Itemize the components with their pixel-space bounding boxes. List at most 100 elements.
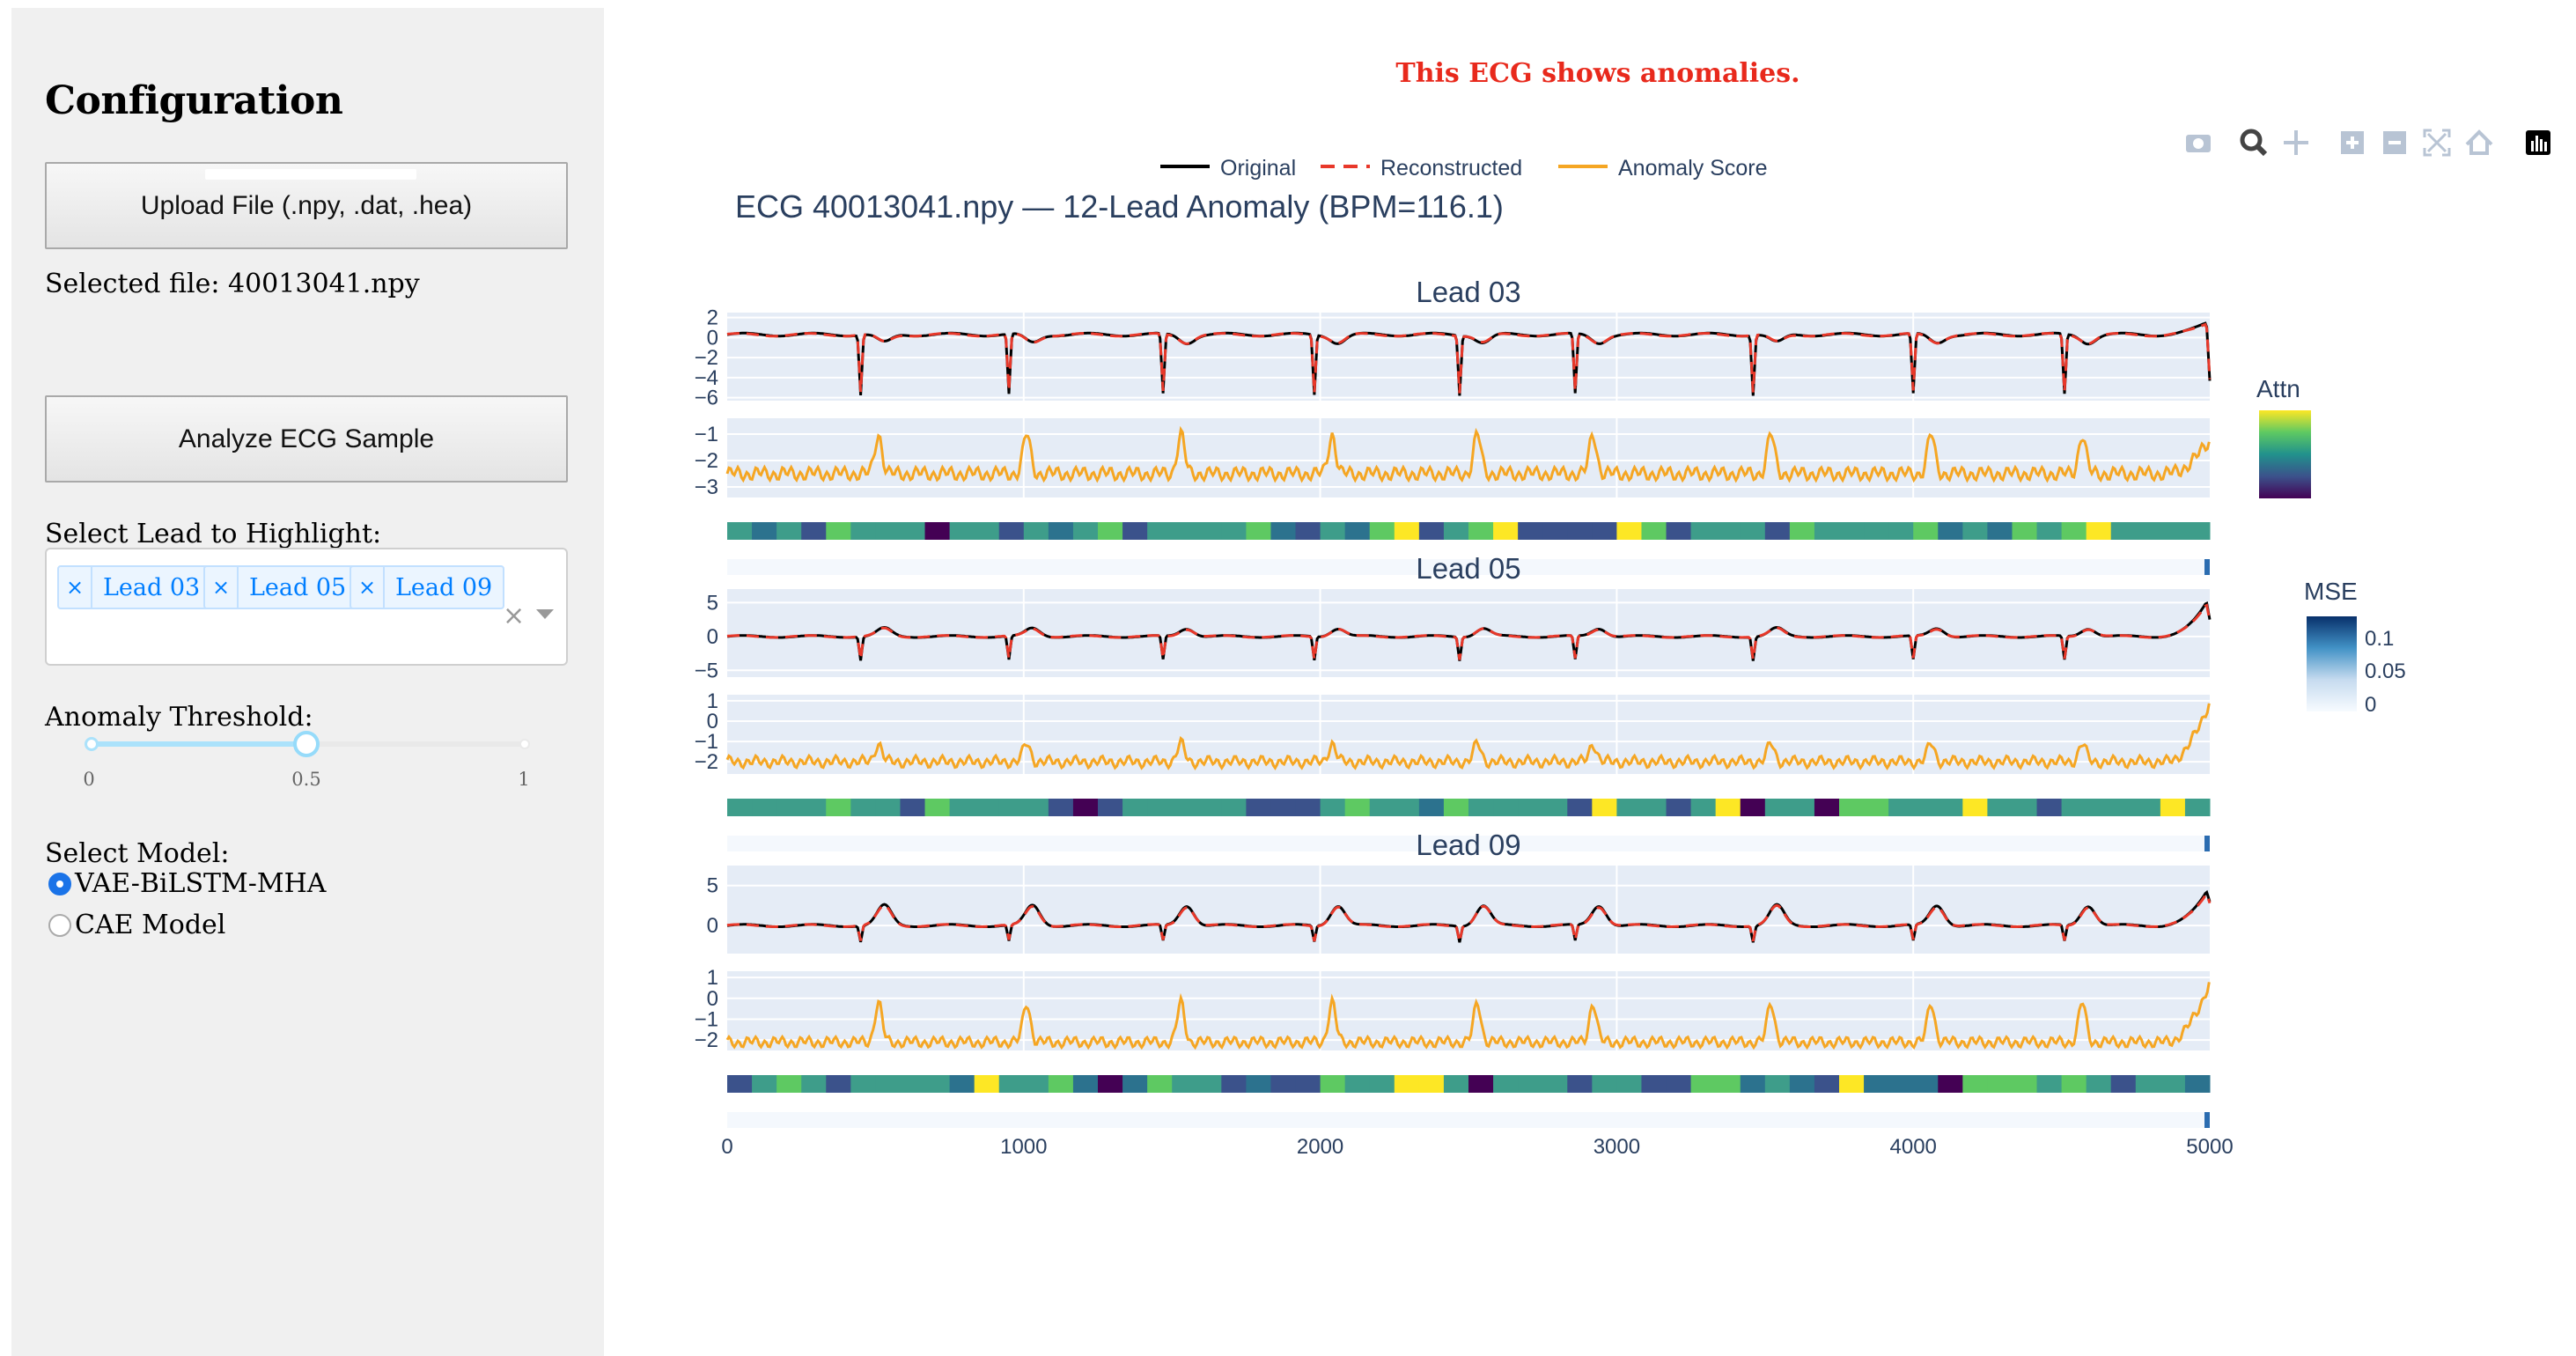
attention-heatmap-cell bbox=[1888, 1075, 1914, 1093]
attention-heatmap-cell bbox=[1789, 1075, 1815, 1093]
attention-heatmap-cell bbox=[1913, 522, 1939, 540]
lead-title: Lead 09 bbox=[1416, 829, 1520, 861]
attention-heatmap-cell bbox=[2135, 799, 2161, 816]
zoom-icon[interactable] bbox=[2240, 129, 2268, 157]
y-tick-label: 0 bbox=[707, 914, 718, 938]
attention-heatmap-cell bbox=[1740, 1075, 1766, 1093]
attention-heatmap-cell bbox=[1147, 522, 1173, 540]
attention-heatmap-cell bbox=[1468, 799, 1494, 816]
lead-multiselect[interactable]: × Lead 03 × Lead 05 × Lead 09 × bbox=[45, 548, 568, 666]
attention-heatmap-cell bbox=[1666, 799, 1692, 816]
model-radio-vae[interactable]: VAE-BiLSTM-MHA bbox=[48, 868, 326, 899]
attention-heatmap-cell bbox=[1641, 522, 1667, 540]
attention-heatmap-cell bbox=[776, 1075, 802, 1093]
mse-heatmap-cell bbox=[2204, 836, 2210, 851]
attention-heatmap-cell bbox=[1814, 522, 1840, 540]
ecg-plot-bg bbox=[727, 313, 2210, 401]
y-tick-label: 2 bbox=[707, 306, 718, 330]
chevron-down-icon[interactable] bbox=[536, 609, 554, 619]
chip-remove-icon[interactable]: × bbox=[59, 567, 92, 608]
attention-heatmap-cell bbox=[1270, 522, 1297, 540]
legend-item[interactable]: Original bbox=[1160, 156, 1296, 181]
attention-heatmap-cell bbox=[1122, 799, 1148, 816]
attention-heatmap-cell bbox=[974, 799, 1000, 816]
attention-heatmap-cell bbox=[752, 1075, 777, 1093]
y-tick-label: 1 bbox=[707, 689, 718, 713]
attention-heatmap-cell bbox=[1048, 522, 1074, 540]
attention-heatmap-cell bbox=[1072, 1075, 1099, 1093]
attention-heatmap-cell bbox=[2036, 1075, 2063, 1093]
analyze-button[interactable]: Analyze ECG Sample bbox=[45, 395, 568, 483]
attention-heatmap-cell bbox=[924, 799, 951, 816]
attention-heatmap-cell bbox=[2184, 799, 2211, 816]
attention-heatmap-cell bbox=[1962, 799, 1988, 816]
attention-heatmap-cell bbox=[1196, 799, 1222, 816]
chip-remove-icon[interactable]: × bbox=[351, 567, 385, 608]
y-tick-label: −1 bbox=[695, 730, 718, 754]
autoscale-icon[interactable] bbox=[2423, 129, 2451, 157]
attention-heatmap-cell bbox=[752, 522, 777, 540]
reset-axes-icon[interactable] bbox=[2465, 129, 2493, 155]
y-tick-label: −2 bbox=[695, 1028, 718, 1052]
attention-heatmap-cell bbox=[1715, 522, 1741, 540]
mse-heatmap-strip bbox=[727, 1112, 2210, 1128]
attention-heatmap-cell bbox=[1493, 1075, 1519, 1093]
attention-heatmap-cell bbox=[1839, 799, 1865, 816]
zoom-lens bbox=[2240, 129, 2263, 151]
attention-heatmap-cell bbox=[900, 1075, 926, 1093]
attention-heatmap-cell bbox=[2160, 522, 2186, 540]
clear-selection-icon[interactable]: × bbox=[503, 601, 526, 631]
zoom-out-icon[interactable] bbox=[2383, 131, 2406, 154]
plotly-logo-bar bbox=[2540, 139, 2543, 151]
plotly-logo-bar bbox=[2536, 136, 2538, 151]
attention-heatmap-cell bbox=[1369, 522, 1395, 540]
attention-heatmap-cell bbox=[1764, 522, 1791, 540]
attention-heatmap-cell bbox=[1690, 1075, 1717, 1093]
attention-heatmap-cell bbox=[1394, 799, 1420, 816]
pan-icon[interactable] bbox=[2284, 130, 2308, 155]
attention-heatmap-cell bbox=[1913, 799, 1939, 816]
radio-button[interactable] bbox=[48, 913, 71, 937]
threshold-slider-handle[interactable] bbox=[293, 731, 320, 757]
y-tick-label: −4 bbox=[695, 366, 718, 390]
camera-icon[interactable] bbox=[2186, 135, 2211, 152]
radio-button[interactable] bbox=[48, 872, 71, 895]
ecg-plot-bg bbox=[727, 866, 2210, 954]
colorbars: Attn MSE 0.1 0.05 0 bbox=[2256, 375, 2406, 717]
plotly-logo-icon[interactable] bbox=[2526, 130, 2550, 155]
mse-colorbar-tick: 0.05 bbox=[2365, 660, 2406, 683]
upload-file-button[interactable]: Upload File (.npy, .dat, .hea) bbox=[45, 162, 568, 249]
attention-heatmap-cell bbox=[801, 522, 827, 540]
attention-heatmap-cell bbox=[1196, 522, 1222, 540]
attention-heatmap-cell bbox=[2110, 799, 2137, 816]
attention-heatmap-cell bbox=[1962, 1075, 1988, 1093]
attention-heatmap-cell bbox=[1246, 522, 1271, 540]
attention-heatmap-cell bbox=[1913, 1075, 1939, 1093]
zoom-in-icon[interactable] bbox=[2341, 131, 2364, 154]
attention-heatmap-cell bbox=[1221, 1075, 1247, 1093]
mse-heatmap-cell bbox=[2204, 1112, 2210, 1128]
reconstructed-signal-line bbox=[726, 892, 2212, 942]
attention-heatmap-cell bbox=[900, 522, 926, 540]
attention-heatmap-cell bbox=[826, 1075, 851, 1093]
attention-heatmap-cell bbox=[2135, 522, 2161, 540]
attention-heatmap-cell bbox=[1023, 522, 1049, 540]
attention-heatmap-cell bbox=[1468, 1075, 1494, 1093]
chip-label: Lead 09 bbox=[395, 573, 493, 601]
y-tick-label: −1 bbox=[695, 1007, 718, 1031]
legend-item[interactable]: Reconstructed bbox=[1321, 156, 1522, 181]
legend-item[interactable]: Anomaly Score bbox=[1558, 156, 1768, 181]
y-tick-label: −2 bbox=[695, 449, 718, 473]
attention-heatmap-cell bbox=[875, 799, 901, 816]
chip-remove-icon[interactable]: × bbox=[205, 567, 239, 608]
autoscale-frame bbox=[2423, 129, 2451, 157]
model-radio-cae[interactable]: CAE Model bbox=[48, 910, 225, 940]
zoom-handle bbox=[2256, 144, 2268, 157]
chart-title: ECG 40013041.npy — 12-Lead Anomaly (BPM=… bbox=[735, 188, 1504, 225]
attention-heatmap-cell bbox=[2061, 799, 2087, 816]
attention-heatmap-cell bbox=[1938, 1075, 1963, 1093]
attention-heatmap-cell bbox=[1221, 799, 1247, 816]
pan-cross bbox=[2284, 130, 2308, 155]
